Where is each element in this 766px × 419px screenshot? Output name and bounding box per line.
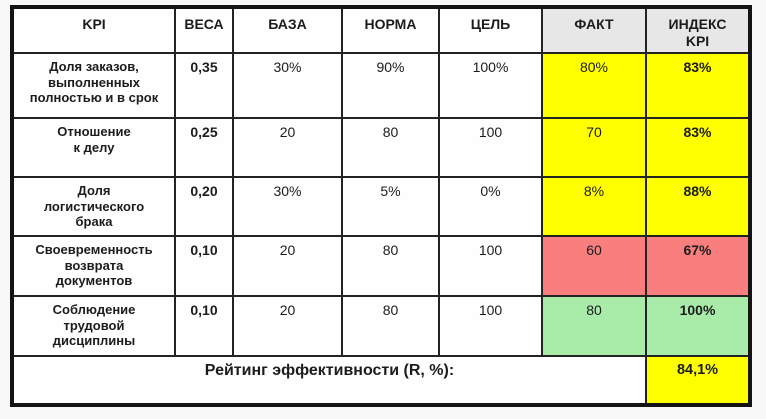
kpi-name-cell: Доля заказов, выполненных полностью и в … bbox=[11, 52, 176, 119]
table-row-attitude: Отношение к делу 0,25 20 80 100 70 83% bbox=[11, 117, 751, 178]
fact-cell: 80 bbox=[541, 295, 647, 357]
fact-cell: 70 bbox=[541, 117, 647, 178]
kpi-name-cell: Доля логистического брака bbox=[11, 176, 176, 237]
norm-cell: 80 bbox=[341, 235, 440, 297]
header-kpi: KPI bbox=[11, 6, 176, 54]
kpi-name-cell: Отношение к делу bbox=[11, 117, 176, 178]
weight-cell: 0,10 bbox=[174, 295, 234, 357]
weight-cell: 0,35 bbox=[174, 52, 234, 119]
table-row-logistics-defects: Доля логистического брака 0,20 30% 5% 0%… bbox=[11, 176, 751, 237]
table-header-row: KPI ВЕСА БАЗА НОРМА ЦЕЛЬ ФАКТ ИНДЕКС KPI bbox=[11, 6, 751, 54]
table-row-documents-return: Своевременность возврата документов 0,10… bbox=[11, 235, 751, 297]
base-cell: 30% bbox=[232, 52, 343, 119]
goal-cell: 0% bbox=[438, 176, 543, 237]
header-fact: ФАКТ bbox=[541, 6, 647, 54]
weight-cell: 0,20 bbox=[174, 176, 234, 237]
header-base: БАЗА bbox=[232, 6, 343, 54]
kpi-name-cell: Своевременность возврата документов bbox=[11, 235, 176, 297]
header-weights: ВЕСА bbox=[174, 6, 234, 54]
goal-cell: 100 bbox=[438, 295, 543, 357]
index-cell: 83% bbox=[645, 117, 751, 178]
weight-cell: 0,25 bbox=[174, 117, 234, 178]
base-cell: 20 bbox=[232, 295, 343, 357]
index-cell: 83% bbox=[645, 52, 751, 119]
norm-cell: 90% bbox=[341, 52, 440, 119]
rating-row: Рейтинг эффективности (R, %): 84,1% bbox=[11, 355, 751, 406]
kpi-table: KPI ВЕСА БАЗА НОРМА ЦЕЛЬ ФАКТ ИНДЕКС KPI… bbox=[10, 5, 752, 407]
table-row-orders-share: Доля заказов, выполненных полностью и в … bbox=[11, 52, 751, 119]
rating-value: 84,1% bbox=[645, 355, 751, 406]
goal-cell: 100 bbox=[438, 235, 543, 297]
header-kpi-index: ИНДЕКС KPI bbox=[645, 6, 751, 54]
base-cell: 30% bbox=[232, 176, 343, 237]
index-cell: 67% bbox=[645, 235, 751, 297]
header-norm: НОРМА bbox=[341, 6, 440, 54]
goal-cell: 100% bbox=[438, 52, 543, 119]
weight-cell: 0,10 bbox=[174, 235, 234, 297]
base-cell: 20 bbox=[232, 235, 343, 297]
norm-cell: 80 bbox=[341, 295, 440, 357]
fact-cell: 8% bbox=[541, 176, 647, 237]
goal-cell: 100 bbox=[438, 117, 543, 178]
rating-label: Рейтинг эффективности (R, %): bbox=[11, 355, 647, 406]
fact-cell: 80% bbox=[541, 52, 647, 119]
index-cell: 88% bbox=[645, 176, 751, 237]
header-goal: ЦЕЛЬ bbox=[438, 6, 543, 54]
norm-cell: 80 bbox=[341, 117, 440, 178]
kpi-name-cell: Соблюдение трудовой дисциплины bbox=[11, 295, 176, 357]
base-cell: 20 bbox=[232, 117, 343, 178]
index-cell: 100% bbox=[645, 295, 751, 357]
fact-cell: 60 bbox=[541, 235, 647, 297]
norm-cell: 5% bbox=[341, 176, 440, 237]
table-row-labor-discipline: Соблюдение трудовой дисциплины 0,10 20 8… bbox=[11, 295, 751, 357]
